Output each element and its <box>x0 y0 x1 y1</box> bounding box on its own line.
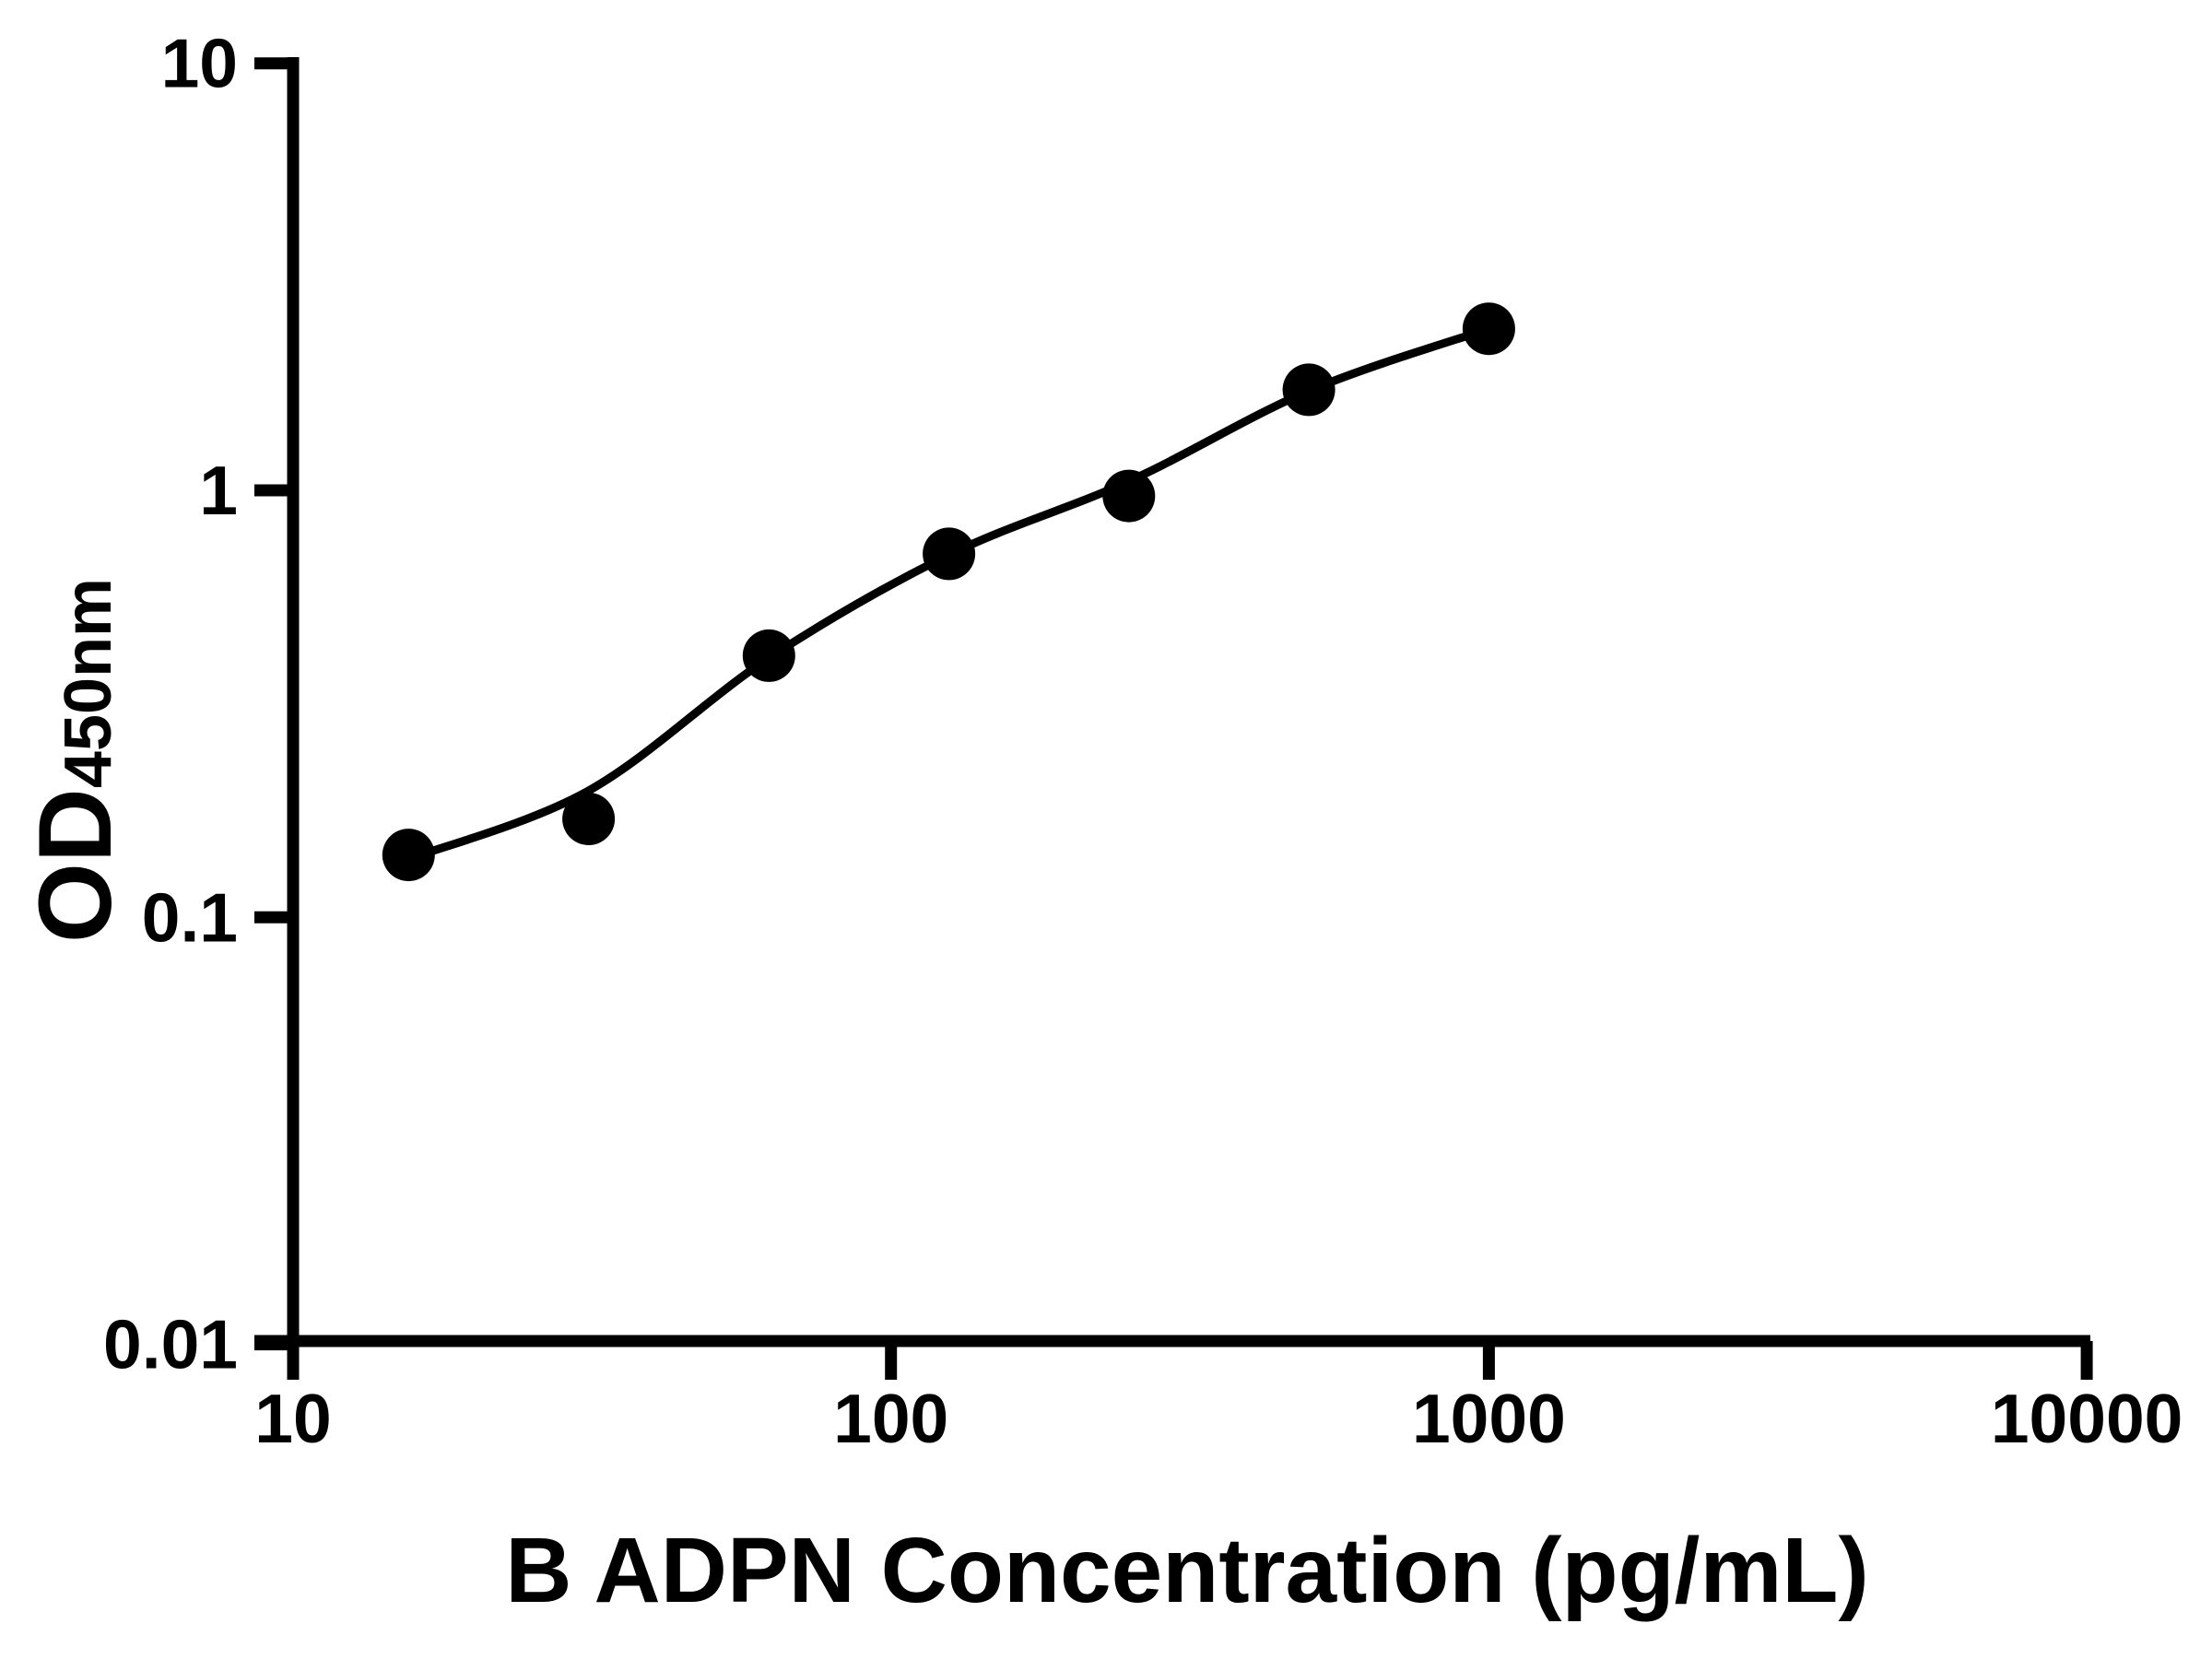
data-point <box>562 793 616 845</box>
data-point <box>1462 302 1515 356</box>
y-axis-title-subscript: 450nm <box>52 578 125 788</box>
data-point <box>1282 363 1335 417</box>
y-tick-label: 0.01 <box>103 1306 238 1383</box>
x-tick-label: 1000 <box>1412 1380 1566 1457</box>
y-tick-label: 1 <box>199 452 238 529</box>
data-point <box>923 527 976 581</box>
y-axis-title: OD450nm <box>18 578 133 943</box>
x-tick-label: 100 <box>833 1380 948 1457</box>
y-tick-label: 0.1 <box>142 878 238 956</box>
data-point <box>1102 469 1156 523</box>
y-tick-label: 10 <box>161 25 238 102</box>
x-tick-label: 10000 <box>1991 1380 2183 1457</box>
x-axis-title: B ADPN Concentration (pg/mL) <box>505 1519 1869 1622</box>
data-point <box>382 829 435 882</box>
x-tick-label: 10 <box>254 1380 331 1457</box>
axes <box>254 57 2093 1380</box>
data-point <box>742 629 795 682</box>
data-points <box>382 302 1515 882</box>
y-axis-title-main: OD <box>18 788 133 943</box>
